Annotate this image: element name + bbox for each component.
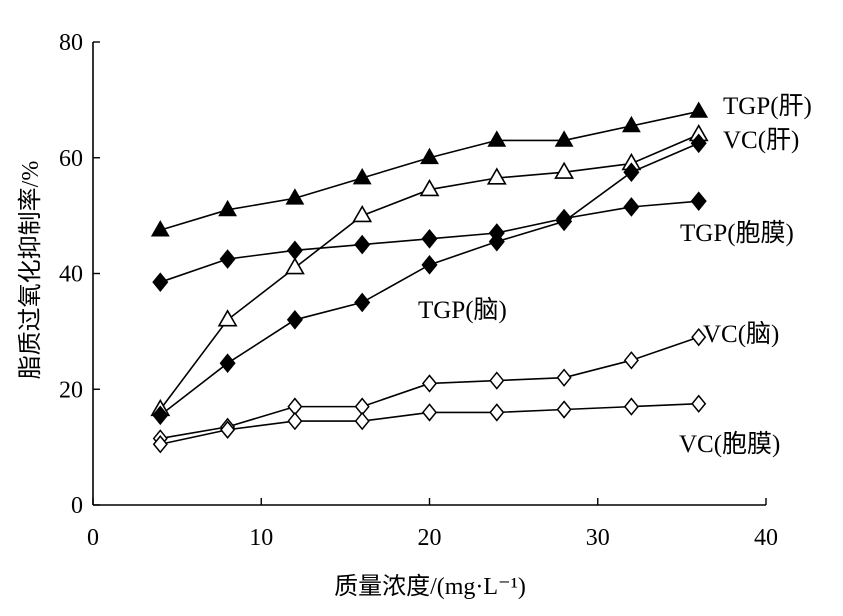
series-label-vc-brain: VC(脑) bbox=[703, 320, 779, 348]
data-point bbox=[691, 394, 707, 413]
data-point bbox=[421, 403, 438, 422]
y-axis-title: 脂质过氧化抑制率/% bbox=[17, 161, 44, 380]
data-point bbox=[691, 327, 707, 347]
data-point bbox=[286, 310, 303, 330]
x-tick-label: 20 bbox=[418, 525, 442, 551]
y-tick-label: 60 bbox=[59, 146, 83, 172]
x-tick-label: 40 bbox=[754, 525, 778, 551]
data-point bbox=[286, 240, 303, 261]
data-point bbox=[354, 411, 370, 431]
x-tick-label: 30 bbox=[586, 525, 610, 551]
data-point bbox=[690, 133, 707, 154]
series-labels: TGP(肝) VC(肝) TGP(胞膜) TGP(脑) VC(脑) VC(胞膜) bbox=[418, 93, 812, 458]
data-point bbox=[354, 292, 371, 313]
data-point bbox=[556, 368, 572, 387]
data-point bbox=[623, 197, 640, 217]
x-axis-title: 质量浓度/(mg·L⁻¹) bbox=[334, 573, 526, 600]
data-point bbox=[150, 220, 170, 237]
data-point bbox=[623, 162, 640, 183]
axis-ticks: 0 10 20 30 40 0 20 40 60 80 bbox=[59, 30, 778, 551]
data-point bbox=[219, 249, 236, 269]
x-tick-label: 10 bbox=[249, 525, 273, 551]
data-point bbox=[421, 255, 438, 275]
y-tick-label: 0 bbox=[71, 493, 83, 519]
data-point bbox=[152, 405, 169, 426]
data-point bbox=[554, 130, 574, 147]
data-point bbox=[623, 397, 639, 416]
series-line bbox=[160, 110, 699, 231]
data-point bbox=[556, 400, 572, 419]
series-label-vc-membrane: VC(胞膜) bbox=[679, 430, 780, 458]
data-point bbox=[219, 353, 236, 373]
y-tick-label: 40 bbox=[59, 262, 83, 288]
data-point bbox=[217, 309, 238, 327]
data-point bbox=[352, 168, 372, 185]
data-point bbox=[285, 188, 305, 205]
data-point bbox=[419, 178, 440, 197]
data-point bbox=[689, 101, 709, 118]
data-point bbox=[489, 371, 505, 390]
data-point bbox=[554, 161, 575, 179]
data-point bbox=[623, 351, 639, 370]
data-point bbox=[486, 167, 507, 185]
data-point bbox=[354, 234, 371, 255]
data-point bbox=[488, 231, 505, 252]
y-tick-label: 20 bbox=[59, 377, 83, 403]
data-point bbox=[152, 435, 168, 454]
data-point bbox=[420, 147, 439, 165]
data-point bbox=[287, 411, 303, 431]
series-label-tgp-liver: TGP(肝) bbox=[723, 93, 812, 120]
data-point bbox=[421, 228, 438, 249]
data-point bbox=[421, 374, 438, 393]
data-point bbox=[489, 403, 505, 422]
data-point bbox=[220, 420, 236, 439]
series-label-tgp-membrane: TGP(胞膜) bbox=[680, 219, 794, 247]
y-tick-label: 80 bbox=[59, 30, 83, 56]
data-point bbox=[487, 130, 507, 147]
data-point bbox=[690, 191, 707, 211]
data-point bbox=[352, 205, 373, 223]
x-tick-label: 0 bbox=[87, 525, 99, 551]
series-label-tgp-brain: TGP(脑) bbox=[418, 296, 507, 324]
series-markers bbox=[150, 101, 709, 454]
data-point bbox=[218, 199, 238, 217]
data-point bbox=[152, 272, 169, 292]
data-point bbox=[284, 257, 305, 275]
data-point bbox=[556, 211, 573, 232]
data-point bbox=[621, 115, 641, 133]
series-label-vc-liver: VC(肝) bbox=[723, 127, 799, 154]
